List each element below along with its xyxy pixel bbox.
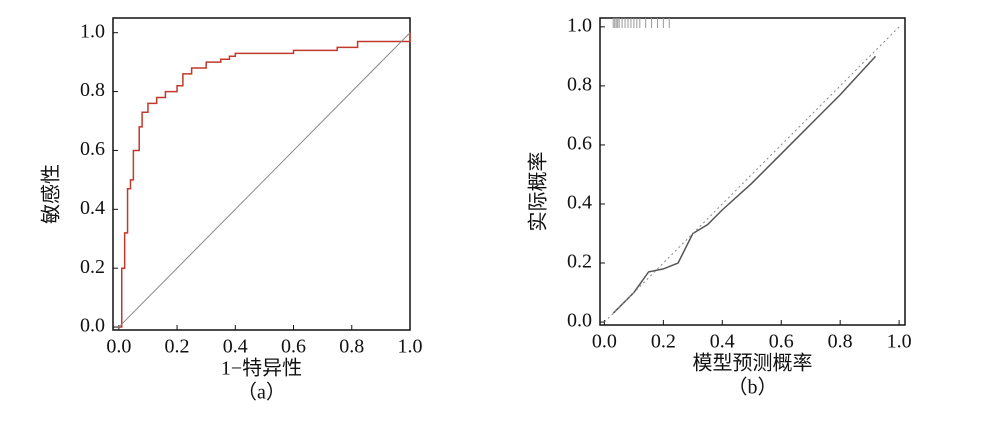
y-tick-label: 0.4 bbox=[567, 192, 592, 214]
y-tick-label: 0.2 bbox=[567, 251, 592, 273]
plot-frame bbox=[599, 17, 906, 326]
y-tick-label: 0.0 bbox=[567, 310, 592, 332]
x-tick-label: 0.6 bbox=[281, 336, 306, 358]
x-axis-label: 1−特异性 bbox=[221, 357, 302, 380]
y-tick-label: 0.0 bbox=[80, 315, 105, 337]
x-tick-label: 1.0 bbox=[887, 331, 912, 353]
line-series bbox=[118, 32, 411, 328]
y-tick-label: 0.2 bbox=[80, 256, 105, 278]
caption: （b） bbox=[728, 376, 778, 399]
caption: （a） bbox=[237, 381, 286, 404]
line-series bbox=[612, 55, 877, 314]
x-tick-label: 0.2 bbox=[165, 336, 190, 358]
y-axis-label: 实际概率 bbox=[527, 152, 550, 232]
x-tick-label: 0.8 bbox=[828, 331, 853, 353]
x-tick-label: 0.6 bbox=[769, 331, 794, 353]
plot-frame bbox=[112, 17, 411, 331]
x-tick-label: 0.0 bbox=[592, 331, 617, 353]
y-tick-label: 0.8 bbox=[80, 79, 105, 101]
y-axis-label: 敏感性 bbox=[40, 164, 63, 224]
x-tick-label: 0.2 bbox=[651, 331, 676, 353]
x-axis-label: 模型预测概率 bbox=[693, 352, 813, 375]
line-series bbox=[118, 32, 411, 328]
y-tick-label: 0.4 bbox=[80, 197, 105, 219]
y-tick-label: 0.8 bbox=[567, 73, 592, 95]
x-tick-label: 0.8 bbox=[339, 336, 364, 358]
line-series bbox=[604, 26, 900, 323]
y-tick-label: 1.0 bbox=[80, 20, 105, 42]
x-tick-label: 0.4 bbox=[710, 331, 735, 353]
x-tick-label: 0.0 bbox=[106, 336, 131, 358]
x-tick-label: 0.4 bbox=[223, 336, 248, 358]
y-tick-label: 0.6 bbox=[80, 138, 105, 160]
y-tick-label: 0.6 bbox=[567, 133, 592, 155]
y-tick-label: 1.0 bbox=[567, 14, 592, 36]
x-tick-label: 1.0 bbox=[398, 336, 423, 358]
